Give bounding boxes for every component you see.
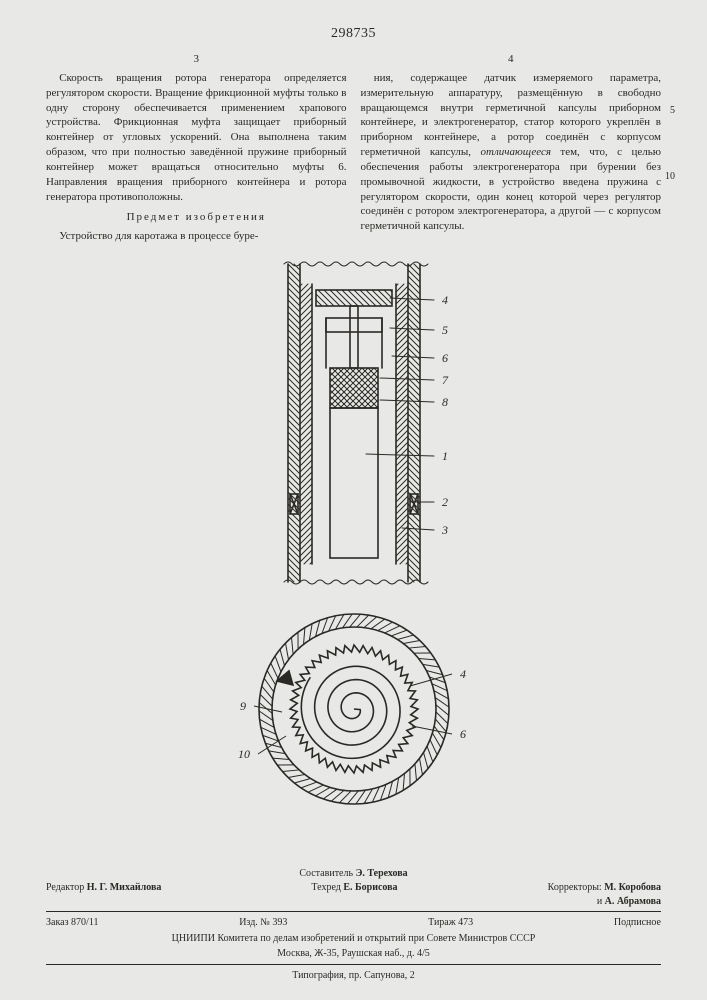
circulation: Тираж 473 bbox=[428, 916, 473, 930]
svg-text:10: 10 bbox=[238, 747, 250, 761]
page: 298735 3 Скорость вращения ротора генера… bbox=[0, 0, 707, 1000]
svg-text:3: 3 bbox=[441, 523, 448, 537]
figure-1-longitudinal-section: 4 5 6 7 8 1 2 3 bbox=[174, 258, 534, 588]
svg-text:9: 9 bbox=[240, 699, 246, 713]
order-no: Заказ 870/11 bbox=[46, 916, 98, 930]
svg-text:8: 8 bbox=[442, 395, 448, 409]
composer-line: Составитель Э. Терехова bbox=[46, 867, 661, 881]
typography-line: Типография, пр. Сапунова, 2 bbox=[46, 969, 661, 983]
right-paragraph: ния, содержащее датчик измеряемого парам… bbox=[361, 71, 662, 234]
footer-rule-2 bbox=[46, 964, 661, 965]
proof-name-1: М. Коробова bbox=[604, 882, 661, 893]
body-columns: 3 Скорость вращения ротора генератора оп… bbox=[46, 52, 661, 244]
subject-of-invention-heading: Предмет изобретения bbox=[46, 210, 347, 225]
composer-label: Составитель bbox=[299, 868, 353, 879]
svg-text:6: 6 bbox=[442, 351, 448, 365]
left-paragraph-1: Скорость вращения ротора генератора опре… bbox=[46, 71, 347, 205]
proof-cell: Корректоры: М. Коробова и А. Абрамова bbox=[548, 881, 661, 908]
svg-text:2: 2 bbox=[442, 495, 448, 509]
editor-name: Н. Г. Михайлова bbox=[87, 882, 162, 893]
editor-label: Редактор bbox=[46, 882, 84, 893]
svg-text:4: 4 bbox=[460, 667, 466, 681]
composer-name: Э. Терехова bbox=[356, 868, 408, 879]
edition-no: Изд. № 393 bbox=[239, 916, 287, 930]
techred-cell: Техред Е. Борисова bbox=[311, 881, 397, 908]
line-number-10: 10 bbox=[665, 170, 675, 184]
left-paragraph-2: Устройство для каротажа в процессе буре- bbox=[46, 229, 347, 244]
svg-text:6: 6 bbox=[460, 727, 466, 741]
svg-text:5: 5 bbox=[442, 323, 448, 337]
svg-text:4: 4 bbox=[442, 293, 448, 307]
proof-name-2: А. Абрамова bbox=[605, 896, 661, 907]
right-p-italic: отличающееся bbox=[481, 146, 551, 158]
proof-label: Корректоры: bbox=[548, 882, 602, 893]
org-line: ЦНИИПИ Комитета по делам изобретений и о… bbox=[46, 932, 661, 946]
editor-cell: Редактор Н. Г. Михайлова bbox=[46, 881, 161, 908]
right-p-b: тем, что, с целью обеспечения работы эле… bbox=[361, 146, 662, 232]
figure-area: 4 5 6 7 8 1 2 3 4 6 9 10 bbox=[46, 258, 661, 824]
credits-row: Редактор Н. Г. Михайлова Техред Е. Борис… bbox=[46, 881, 661, 908]
page-number-right: 4 bbox=[361, 52, 662, 67]
figure-2-cross-section: 4 6 9 10 bbox=[204, 594, 504, 824]
address-line: Москва, Ж-35, Раушская наб., д. 4/5 bbox=[46, 947, 661, 961]
page-number-left: 3 bbox=[46, 52, 347, 67]
techred-label: Техред bbox=[311, 882, 340, 893]
line-number-5: 5 bbox=[670, 104, 675, 118]
imprint-footer: Составитель Э. Терехова Редактор Н. Г. М… bbox=[46, 867, 661, 983]
subscription: Подписное bbox=[614, 916, 661, 930]
right-column: 4 5 10 ния, содержащее датчик измеряемог… bbox=[361, 52, 662, 244]
patent-number: 298735 bbox=[46, 26, 661, 42]
footer-rule-1 bbox=[46, 911, 661, 912]
proof-and: и bbox=[597, 896, 602, 907]
print-row: Заказ 870/11 Изд. № 393 Тираж 473 Подпис… bbox=[46, 916, 661, 930]
left-column: 3 Скорость вращения ротора генератора оп… bbox=[46, 52, 347, 244]
svg-text:7: 7 bbox=[442, 373, 449, 387]
svg-text:1: 1 bbox=[442, 449, 448, 463]
techred-name: Е. Борисова bbox=[343, 882, 397, 893]
